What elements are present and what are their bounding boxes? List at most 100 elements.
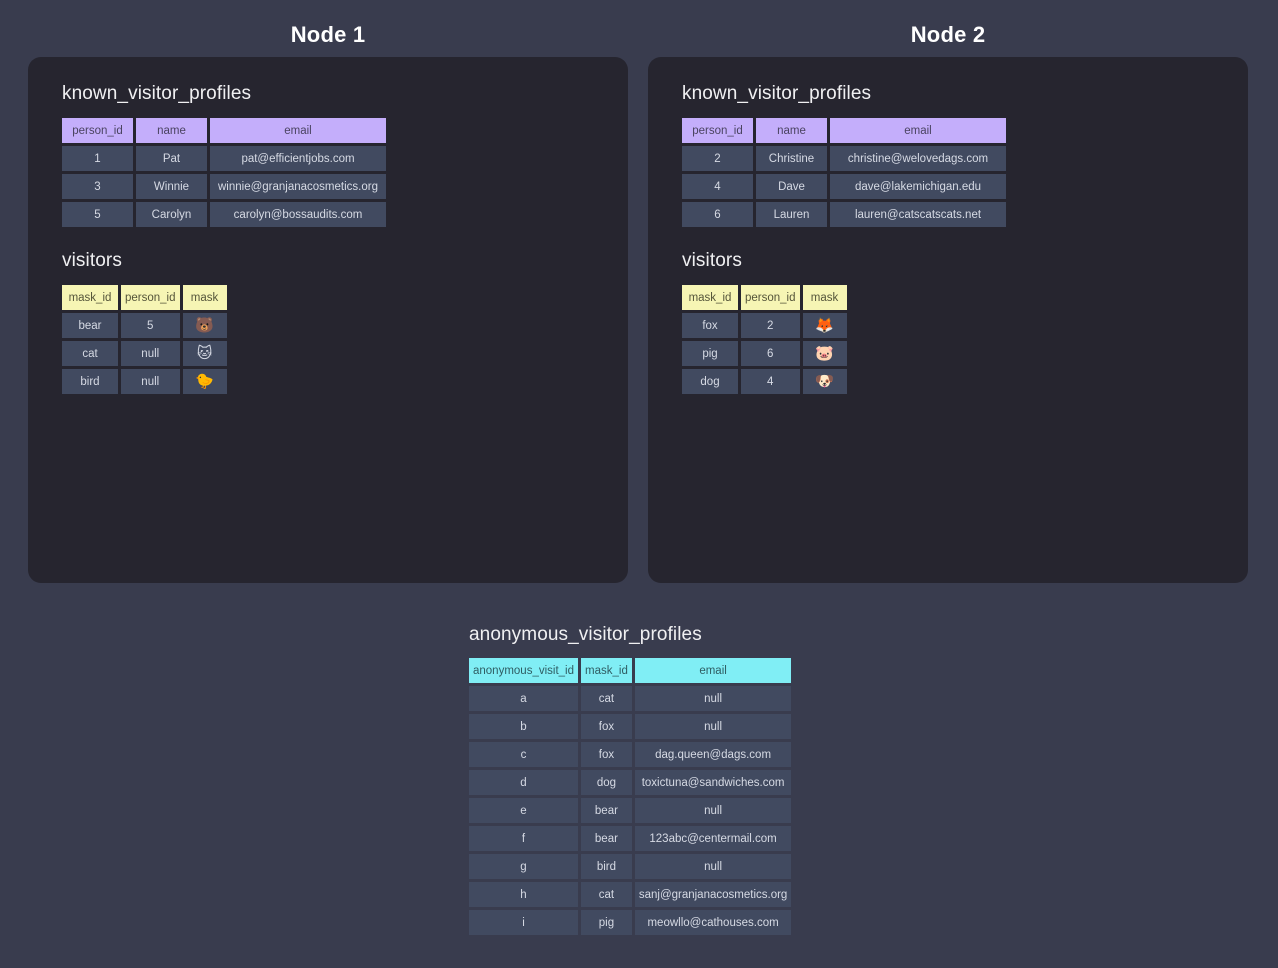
cell-email: null bbox=[634, 854, 792, 879]
cell-email: null bbox=[634, 714, 792, 739]
column-header-name[interactable]: name bbox=[136, 118, 207, 143]
cell-anonymous-visit-id: g bbox=[469, 854, 579, 879]
node-1-known-visitor-profiles-table: person_id name email 1 Pat pat@efficient… bbox=[59, 115, 389, 230]
column-header-person-id[interactable]: person_id bbox=[741, 285, 800, 310]
cell-name: Dave bbox=[756, 174, 827, 199]
cell-mask-id: dog bbox=[682, 369, 738, 394]
cell-anonymous-visit-id: e bbox=[469, 798, 579, 823]
cell-email: toxictuna@sandwiches.com bbox=[634, 770, 792, 795]
cell-name: Pat bbox=[136, 146, 207, 171]
table-row: e bear null bbox=[469, 798, 792, 823]
column-header-person-id[interactable]: person_id bbox=[62, 118, 133, 143]
cell-person-id: null bbox=[121, 341, 180, 366]
cell-email: christine@welovedags.com bbox=[830, 146, 1006, 171]
cell-mask-id: cat bbox=[581, 686, 632, 711]
cell-anonymous-visit-id: b bbox=[469, 714, 579, 739]
cell-email: null bbox=[634, 798, 792, 823]
node-2-visitors-title: visitors bbox=[682, 250, 742, 271]
cell-name: Lauren bbox=[756, 202, 827, 227]
cell-anonymous-visit-id: h bbox=[469, 882, 579, 907]
table-header-row: person_id name email bbox=[682, 118, 1006, 143]
cell-person-id: 5 bbox=[121, 313, 180, 338]
node-2-panel: known_visitor_profiles person_id name em… bbox=[648, 57, 1248, 583]
cell-name: Christine bbox=[756, 146, 827, 171]
node-2-title: Node 2 bbox=[910, 22, 986, 47]
cell-email: 123abc@centermail.com bbox=[634, 826, 792, 851]
table-row: 1 Pat pat@efficientjobs.com bbox=[62, 146, 386, 171]
cell-mask-id: cat bbox=[62, 341, 118, 366]
cell-person-id: 4 bbox=[682, 174, 753, 199]
cell-mask-id: fox bbox=[581, 742, 632, 767]
column-header-email[interactable]: email bbox=[210, 118, 386, 143]
node-1-visitors-table: mask_id person_id mask bear 5 🐻 cat null… bbox=[59, 282, 230, 397]
table-row: d dog toxictuna@sandwiches.com bbox=[469, 770, 792, 795]
cell-mask-id: bear bbox=[62, 313, 118, 338]
dog-face-icon: 🐶 bbox=[802, 369, 847, 394]
table-row: g bird null bbox=[469, 854, 792, 879]
cell-person-id: 6 bbox=[741, 341, 800, 366]
column-header-mask[interactable]: mask bbox=[802, 285, 847, 310]
cell-email: meowllo@cathouses.com bbox=[634, 910, 792, 935]
cell-person-id: null bbox=[121, 369, 180, 394]
table-row: 6 Lauren lauren@catscatscats.net bbox=[682, 202, 1006, 227]
cell-person-id: 6 bbox=[682, 202, 753, 227]
cell-anonymous-visit-id: f bbox=[469, 826, 579, 851]
bear-face-icon: 🐻 bbox=[182, 313, 227, 338]
column-header-person-id[interactable]: person_id bbox=[682, 118, 753, 143]
column-header-mask-id[interactable]: mask_id bbox=[62, 285, 118, 310]
column-header-mask-id[interactable]: mask_id bbox=[581, 658, 632, 683]
column-header-name[interactable]: name bbox=[756, 118, 827, 143]
cell-person-id: 5 bbox=[62, 202, 133, 227]
anonymous-visitor-profiles-section: anonymous_visitor_profiles anonymous_vis… bbox=[469, 624, 792, 938]
cell-anonymous-visit-id: c bbox=[469, 742, 579, 767]
table-row: 5 Carolyn carolyn@bossaudits.com bbox=[62, 202, 386, 227]
table-row: dog 4 🐶 bbox=[682, 369, 847, 394]
cell-person-id: 2 bbox=[741, 313, 800, 338]
table-row: bird null 🐤 bbox=[62, 369, 227, 394]
node-1-known-visitor-profiles-title: known_visitor_profiles bbox=[62, 83, 252, 104]
column-header-anonymous-visit-id[interactable]: anonymous_visit_id bbox=[469, 658, 579, 683]
cell-name: Winnie bbox=[136, 174, 207, 199]
column-header-email[interactable]: email bbox=[634, 658, 792, 683]
column-header-email[interactable]: email bbox=[830, 118, 1006, 143]
table-row: bear 5 🐻 bbox=[62, 313, 227, 338]
cell-mask-id: fox bbox=[682, 313, 738, 338]
cell-mask-id: pig bbox=[581, 910, 632, 935]
cell-mask-id: bear bbox=[581, 798, 632, 823]
column-header-person-id[interactable]: person_id bbox=[121, 285, 180, 310]
table-row: b fox null bbox=[469, 714, 792, 739]
cell-email: pat@efficientjobs.com bbox=[210, 146, 386, 171]
table-row: h cat sanj@granjanacosmetics.org bbox=[469, 882, 792, 907]
column-header-mask[interactable]: mask bbox=[182, 285, 227, 310]
cell-mask-id: dog bbox=[581, 770, 632, 795]
table-row: 2 Christine christine@welovedags.com bbox=[682, 146, 1006, 171]
table-row: 4 Dave dave@lakemichigan.edu bbox=[682, 174, 1006, 199]
node-1-visitors-title: visitors bbox=[62, 250, 122, 271]
table-header-row: mask_id person_id mask bbox=[62, 285, 227, 310]
baby-chick-icon: 🐤 bbox=[182, 369, 227, 394]
cell-mask-id: bear bbox=[581, 826, 632, 851]
cell-mask-id: bird bbox=[62, 369, 118, 394]
table-row: 3 Winnie winnie@granjanacosmetics.org bbox=[62, 174, 386, 199]
cell-mask-id: cat bbox=[581, 882, 632, 907]
table-header-row: anonymous_visit_id mask_id email bbox=[469, 658, 792, 683]
node-1-title: Node 1 bbox=[290, 22, 366, 47]
node-2-known-visitor-profiles-table: person_id name email 2 Christine christi… bbox=[679, 115, 1009, 230]
cell-person-id: 2 bbox=[682, 146, 753, 171]
column-header-mask-id[interactable]: mask_id bbox=[682, 285, 738, 310]
fox-face-icon: 🦊 bbox=[802, 313, 847, 338]
pig-face-icon: 🐷 bbox=[802, 341, 847, 366]
cell-email: carolyn@bossaudits.com bbox=[210, 202, 386, 227]
cell-person-id: 4 bbox=[741, 369, 800, 394]
cell-email: dag.queen@dags.com bbox=[634, 742, 792, 767]
cell-anonymous-visit-id: a bbox=[469, 686, 579, 711]
table-row: c fox dag.queen@dags.com bbox=[469, 742, 792, 767]
cell-anonymous-visit-id: d bbox=[469, 770, 579, 795]
table-row: cat null 🐱 bbox=[62, 341, 227, 366]
cell-anonymous-visit-id: i bbox=[469, 910, 579, 935]
anonymous-visitor-profiles-title: anonymous_visitor_profiles bbox=[469, 624, 702, 645]
cell-mask-id: fox bbox=[581, 714, 632, 739]
node-2-visitors-table: mask_id person_id mask fox 2 🦊 pig 6 🐷 d… bbox=[679, 282, 850, 397]
cell-mask-id: pig bbox=[682, 341, 738, 366]
cell-person-id: 1 bbox=[62, 146, 133, 171]
